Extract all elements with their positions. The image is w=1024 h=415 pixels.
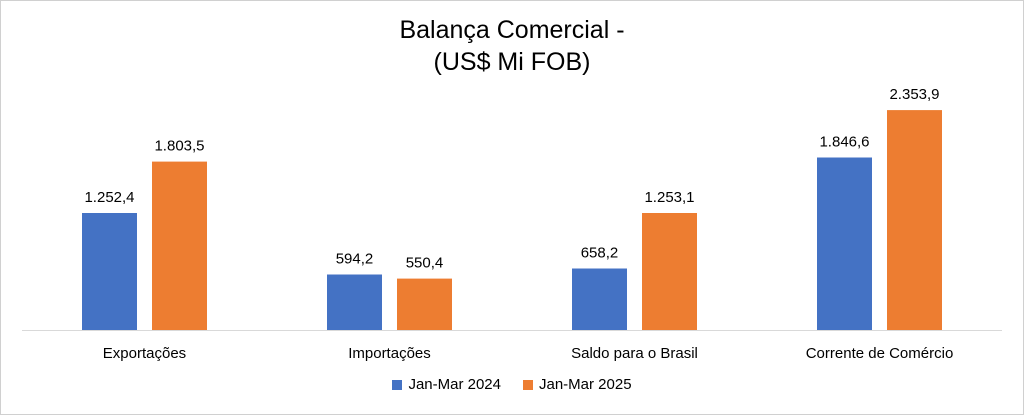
legend-item-series-1: Jan-Mar 2024	[392, 375, 501, 395]
data-label-series-1-cat-1: 1.252,4	[84, 189, 134, 206]
category-label-2: Importações	[348, 345, 431, 362]
category-label-4: Corrente de Comércio	[806, 345, 954, 362]
chart-title-line-2: (US$ Mi FOB)	[433, 48, 591, 76]
chart-title-line-1: Balança Comercial -	[399, 16, 625, 44]
bar-series-1-cat-4	[817, 157, 872, 330]
data-label-series-2-cat-2: 550,4	[406, 255, 444, 272]
legend-label-series-2: Jan-Mar 2025	[539, 376, 632, 393]
legend-swatch-series-1	[392, 380, 403, 390]
bar-series-1-cat-1	[82, 213, 137, 330]
chart-legend: Jan-Mar 2024 Jan-Mar 2025	[0, 375, 1024, 395]
category-label-3: Saldo para o Brasil	[571, 345, 698, 362]
bar-series-2-cat-3	[642, 213, 697, 330]
bar-series-2-cat-1	[152, 161, 207, 330]
bar-series-2-cat-2	[397, 278, 452, 330]
bar-series-1-cat-3	[572, 268, 627, 330]
legend-swatch-series-2	[523, 380, 533, 390]
chart-title: Balança Comercial - (US$ Mi FOB)	[0, 14, 1024, 78]
legend-item-series-2: Jan-Mar 2025	[523, 375, 632, 395]
data-label-series-2-cat-3: 1.253,1	[644, 189, 694, 206]
data-label-series-1-cat-3: 658,2	[581, 245, 619, 262]
bar-series-2-cat-4	[887, 110, 942, 330]
category-label-1: Exportações	[103, 345, 186, 362]
data-label-series-2-cat-4: 2.353,9	[889, 86, 939, 103]
bar-series-1-cat-2	[327, 274, 382, 330]
legend-label-series-1: Jan-Mar 2024	[408, 376, 501, 393]
data-label-series-1-cat-2: 594,2	[336, 251, 374, 268]
data-label-series-1-cat-4: 1.846,6	[819, 134, 869, 151]
data-label-series-2-cat-1: 1.803,5	[154, 138, 204, 155]
